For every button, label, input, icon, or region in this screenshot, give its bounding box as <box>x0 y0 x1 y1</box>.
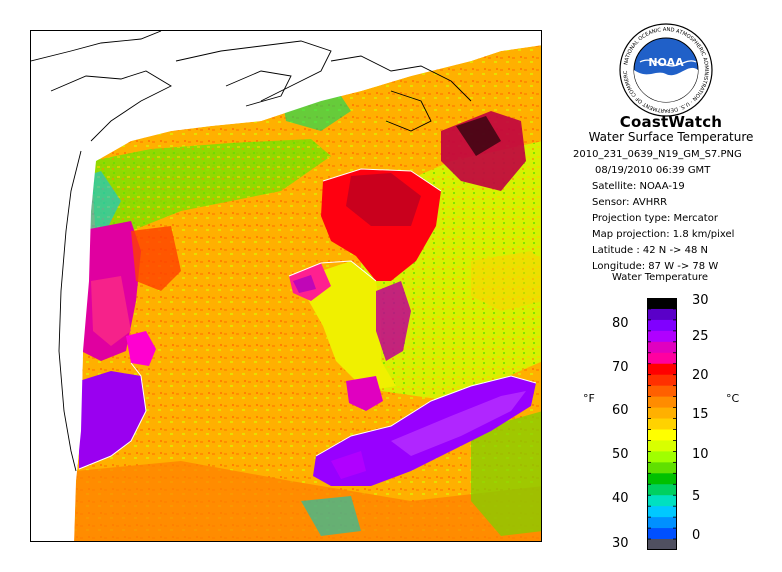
legend-tick-f: 50 <box>612 447 629 462</box>
lake-huron <box>306 261 396 391</box>
legend-swatch <box>647 528 677 540</box>
page-subtitle: Water Surface Temperature <box>588 130 754 144</box>
sst-map-image <box>31 31 541 541</box>
legend-swatch <box>647 462 677 474</box>
legend-swatch <box>647 319 677 332</box>
legend-tick-c: 20 <box>692 368 709 383</box>
legend-swatch <box>647 330 677 343</box>
meta-datetime: 08/19/2010 06:39 GMT <box>595 165 711 176</box>
legend-swatch <box>647 363 677 376</box>
legend-swatch <box>647 495 677 507</box>
legend-swatch <box>647 352 677 365</box>
legend-unit-celsius: °C <box>726 392 740 405</box>
legend-swatch <box>647 506 677 518</box>
legend-colorbar-border <box>647 298 677 550</box>
legend-swatch <box>647 374 677 387</box>
page-title: CoastWatch <box>619 113 723 131</box>
legend-swatch <box>647 517 677 529</box>
legend-swatch <box>647 484 677 496</box>
legend-tick-f: 80 <box>612 316 629 331</box>
meta-satellite: Satellite: NOAA-19 <box>592 181 685 192</box>
meta-map-projection: Map projection: 1.8 km/pixel <box>592 229 735 240</box>
legend-swatch <box>647 418 677 430</box>
noaa-logo-text: NOAA <box>648 56 684 69</box>
legend-swatch <box>647 298 677 310</box>
legend-swatch <box>647 473 677 485</box>
legend-tick-f: 40 <box>612 491 629 506</box>
legend-swatch <box>647 385 677 398</box>
sst-map <box>30 30 542 542</box>
legend-tick-f: 30 <box>612 536 629 551</box>
noaa-logo: NOAA NATIONAL OCEANIC AND ATMOSPHERIC AD… <box>618 22 713 117</box>
meta-latitude: Latitude : 42 N -> 48 N <box>592 245 708 256</box>
lake-michigan-south <box>79 371 146 469</box>
legend-title: Water Temperature <box>612 272 709 283</box>
meta-filename: 2010_231_0639_N19_GM_S7.PNG <box>573 149 742 160</box>
legend-swatch <box>647 396 677 409</box>
meta-projection-type: Projection type: Mercator <box>592 213 718 224</box>
legend-swatch <box>647 407 677 420</box>
legend-swatch <box>647 429 677 441</box>
legend-swatch <box>647 341 677 354</box>
legend-swatch <box>647 440 677 452</box>
meta-longitude: Longitude: 87 W -> 78 W <box>592 261 719 272</box>
legend-unit-fahrenheit: °F <box>583 392 595 405</box>
legend-tick-c: 10 <box>692 447 709 462</box>
legend-tick-c: 0 <box>692 528 701 543</box>
meta-sensor: Sensor: AVHRR <box>592 197 668 208</box>
legend-tick-c: 30 <box>692 293 709 308</box>
legend-tick-c: 15 <box>692 407 709 422</box>
legend-tick-c: 5 <box>692 489 701 504</box>
legend-tick-c: 25 <box>692 329 709 344</box>
legend-colorbar <box>647 298 677 550</box>
lake-st-clair <box>346 376 383 411</box>
legend-swatch <box>647 308 677 321</box>
legend-tick-f: 70 <box>612 360 629 375</box>
lake-michigan-east <box>126 331 156 366</box>
legend-tick-f: 60 <box>612 403 629 418</box>
legend-swatch <box>647 539 677 550</box>
legend-swatch <box>647 451 677 463</box>
